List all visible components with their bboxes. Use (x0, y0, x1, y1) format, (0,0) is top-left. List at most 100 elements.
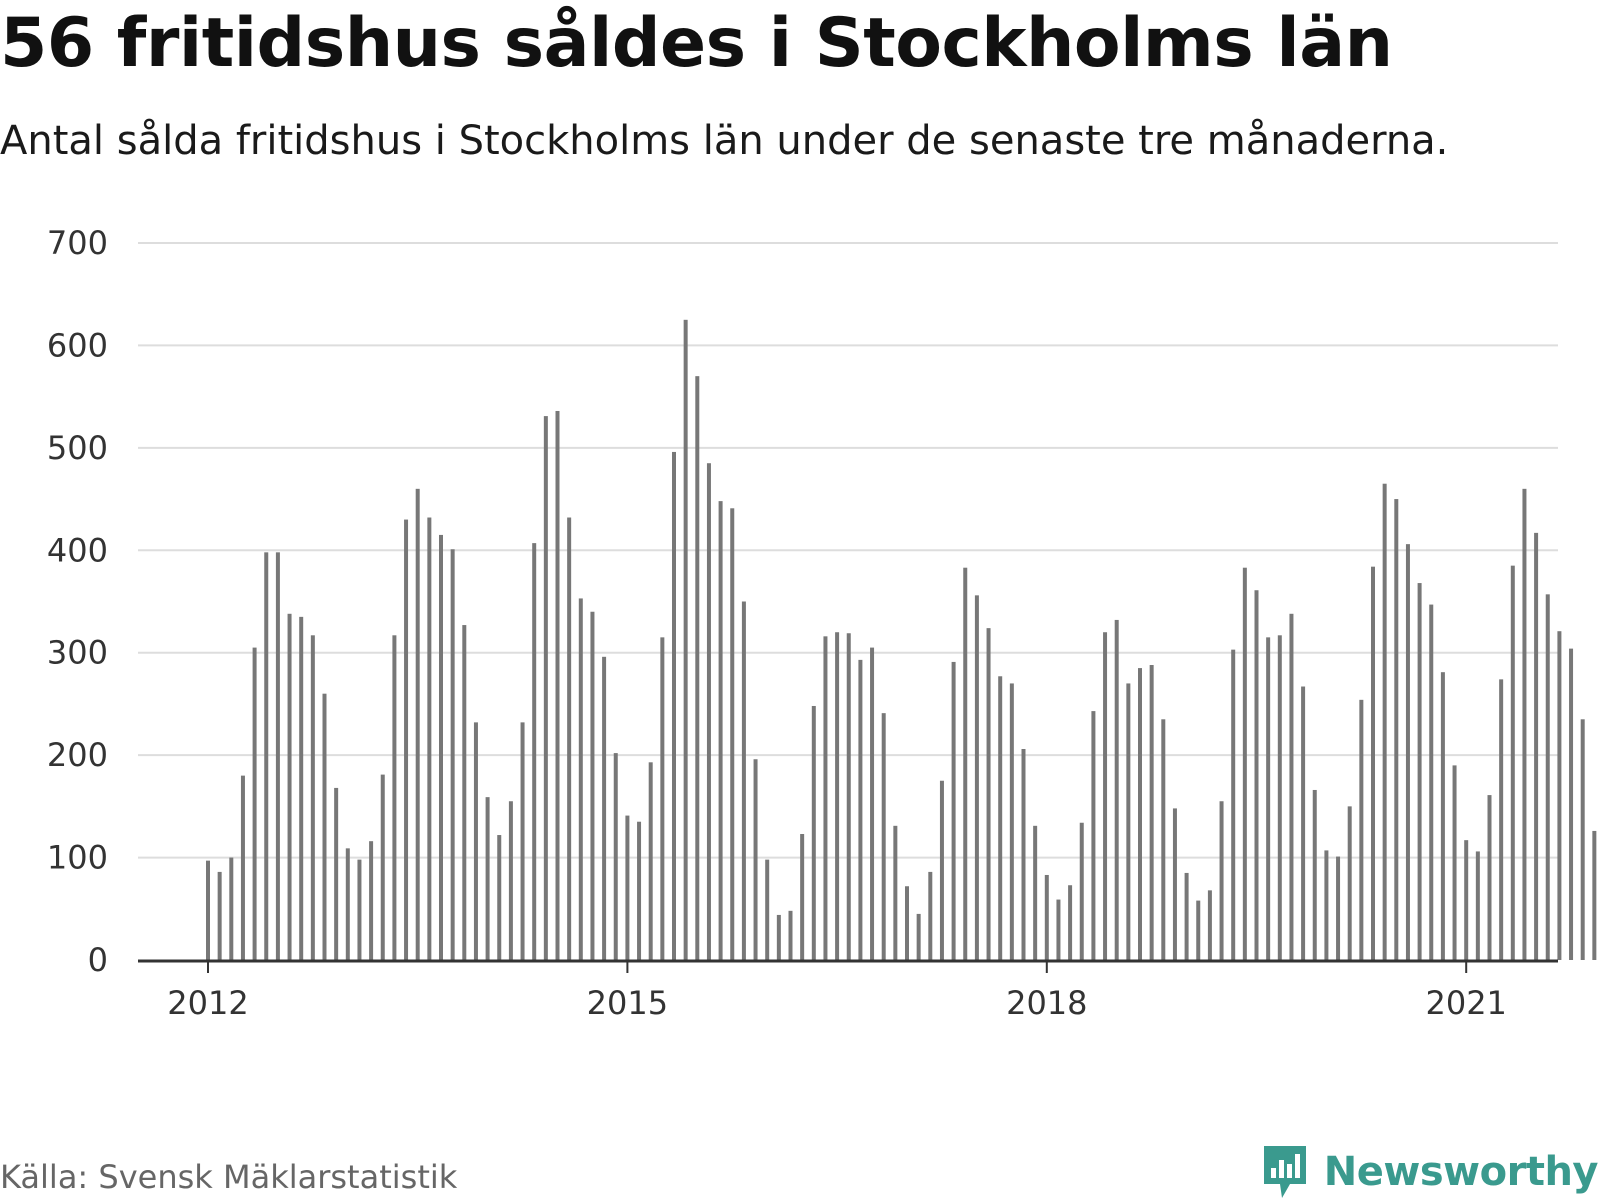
y-tick-label: 400 (47, 531, 108, 569)
bar (776, 914, 781, 960)
bar (1231, 649, 1236, 960)
y-tick-label: 200 (47, 736, 108, 774)
bar (1510, 565, 1515, 960)
bar (765, 859, 770, 960)
bar (1114, 619, 1119, 960)
bar (706, 463, 711, 960)
bar (1056, 899, 1061, 960)
bar (1359, 699, 1364, 960)
bar (730, 508, 735, 960)
bar (1126, 683, 1131, 960)
bar (695, 376, 700, 960)
bar (800, 834, 805, 960)
bar (881, 713, 886, 960)
newsworthy-logo-icon (1263, 1146, 1306, 1198)
bar (310, 635, 315, 960)
bar (369, 841, 374, 960)
bar (240, 775, 245, 960)
y-tick-label: 700 (47, 224, 108, 262)
bar (345, 848, 350, 960)
bar (683, 319, 688, 960)
bar (334, 787, 339, 960)
x-axis-ticks (207, 961, 1468, 973)
bar (1557, 631, 1562, 960)
bar (520, 722, 525, 960)
bar (974, 595, 979, 960)
bar (1487, 795, 1492, 960)
y-tick-label: 100 (47, 839, 108, 877)
x-tick-label: 2012 (167, 984, 248, 1022)
bar (404, 519, 409, 960)
bar (1289, 613, 1294, 960)
bar (1475, 851, 1480, 960)
bar (1371, 566, 1375, 960)
bar (1009, 683, 1014, 960)
bar (625, 815, 630, 960)
bar (648, 762, 653, 960)
bar (660, 637, 665, 960)
bar (1569, 648, 1574, 960)
bar (473, 722, 478, 960)
bar (1068, 885, 1073, 960)
bar (462, 625, 467, 960)
y-tick-label: 0 (88, 941, 108, 979)
bar (963, 567, 968, 960)
bar (287, 613, 292, 960)
bar (1207, 890, 1212, 960)
bar (1534, 532, 1539, 960)
bar (1091, 711, 1096, 960)
bar (788, 910, 793, 960)
bar (613, 753, 618, 960)
bar (858, 659, 863, 960)
x-tick-label: 2018 (1006, 984, 1087, 1022)
bar (1440, 672, 1445, 960)
bar (1079, 822, 1084, 960)
bar (998, 676, 1003, 960)
bar (1184, 872, 1189, 960)
bar (567, 517, 572, 960)
bar (811, 705, 816, 960)
bar (753, 759, 758, 960)
bar (532, 543, 537, 960)
bar (415, 488, 420, 960)
bar (1266, 637, 1271, 960)
bar (217, 871, 222, 960)
bar (1033, 825, 1038, 960)
y-axis-labels: 0 100 200 300 400 500 600 700 (47, 224, 108, 979)
bar (439, 534, 443, 960)
bar (1044, 874, 1049, 960)
bar (870, 647, 875, 960)
bar (1592, 830, 1597, 960)
bar (951, 661, 956, 960)
x-tick-label: 2021 (1425, 984, 1506, 1022)
bar (497, 835, 502, 960)
bar (939, 780, 944, 960)
y-tick-label: 300 (47, 634, 108, 672)
bar (252, 647, 257, 960)
bar (275, 552, 280, 960)
bar (450, 549, 455, 960)
bar (1324, 850, 1329, 960)
bar (1161, 719, 1166, 960)
bar (718, 501, 723, 960)
y-tick-label: 600 (47, 326, 108, 364)
bar (905, 886, 909, 960)
x-axis-labels: 20122015201820212023 (167, 984, 1507, 1022)
bar (229, 857, 234, 960)
bar (1405, 544, 1410, 960)
bar (823, 636, 828, 960)
bar (1382, 483, 1387, 960)
bar (322, 693, 327, 960)
chart-subtitle: Antal sålda fritidshus i Stockholms län … (0, 118, 1449, 164)
bar (1254, 590, 1259, 960)
bar (916, 913, 921, 960)
bar (1312, 789, 1317, 960)
bar (893, 825, 898, 960)
bar (1417, 583, 1422, 960)
brand-name: Newsworthy (1323, 1149, 1599, 1195)
bar (264, 552, 269, 960)
bar (1464, 840, 1469, 960)
bar (1277, 635, 1282, 960)
bar (1103, 632, 1108, 960)
bar (602, 656, 607, 960)
